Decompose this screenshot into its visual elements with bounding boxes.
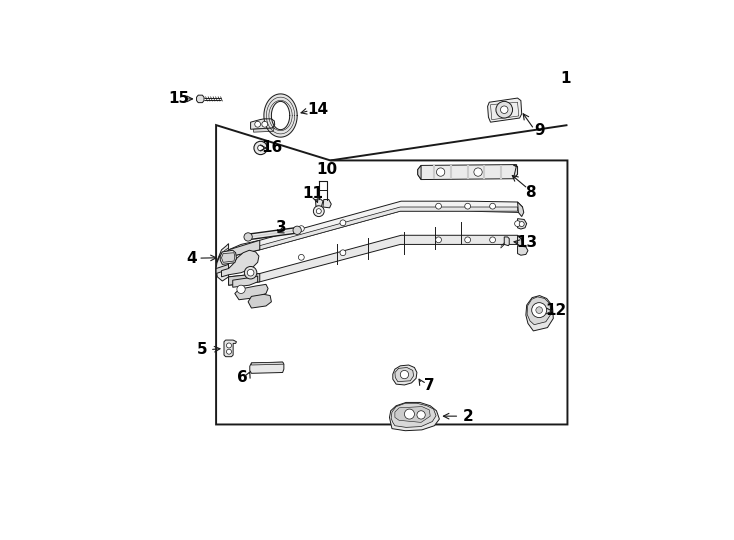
Polygon shape bbox=[395, 368, 413, 382]
Circle shape bbox=[313, 206, 324, 217]
Polygon shape bbox=[220, 250, 236, 265]
Text: 8: 8 bbox=[525, 185, 535, 200]
Circle shape bbox=[340, 220, 346, 226]
Circle shape bbox=[237, 285, 245, 293]
Polygon shape bbox=[248, 294, 272, 308]
Text: 12: 12 bbox=[545, 303, 567, 319]
Circle shape bbox=[496, 102, 512, 118]
Circle shape bbox=[254, 141, 267, 154]
Polygon shape bbox=[513, 165, 517, 179]
Polygon shape bbox=[222, 253, 235, 262]
Circle shape bbox=[501, 106, 508, 113]
Circle shape bbox=[536, 307, 542, 313]
Text: 16: 16 bbox=[261, 140, 283, 156]
Circle shape bbox=[465, 203, 470, 209]
Polygon shape bbox=[228, 240, 260, 257]
Circle shape bbox=[515, 221, 520, 227]
Polygon shape bbox=[487, 98, 522, 122]
Polygon shape bbox=[517, 202, 524, 217]
Text: 1: 1 bbox=[560, 71, 570, 86]
Polygon shape bbox=[390, 402, 440, 431]
Polygon shape bbox=[393, 365, 417, 385]
Text: 9: 9 bbox=[534, 123, 545, 138]
Polygon shape bbox=[395, 407, 430, 422]
Text: 5: 5 bbox=[197, 342, 208, 357]
Polygon shape bbox=[517, 219, 527, 229]
Polygon shape bbox=[233, 276, 258, 287]
Circle shape bbox=[465, 237, 470, 243]
Text: 15: 15 bbox=[168, 91, 189, 106]
Polygon shape bbox=[224, 340, 236, 357]
Polygon shape bbox=[222, 250, 259, 277]
Circle shape bbox=[437, 168, 445, 176]
Circle shape bbox=[404, 409, 415, 419]
Polygon shape bbox=[252, 362, 284, 365]
Circle shape bbox=[436, 237, 441, 243]
Polygon shape bbox=[260, 207, 517, 250]
Polygon shape bbox=[235, 285, 268, 300]
Polygon shape bbox=[517, 235, 523, 248]
Polygon shape bbox=[418, 165, 517, 180]
Polygon shape bbox=[216, 265, 228, 274]
Text: 13: 13 bbox=[517, 235, 538, 250]
Polygon shape bbox=[197, 95, 204, 103]
Circle shape bbox=[490, 237, 495, 243]
Circle shape bbox=[340, 250, 346, 255]
Text: 14: 14 bbox=[308, 102, 329, 117]
Circle shape bbox=[519, 221, 524, 227]
Circle shape bbox=[436, 203, 441, 209]
Polygon shape bbox=[316, 199, 323, 207]
Polygon shape bbox=[250, 362, 284, 373]
Circle shape bbox=[255, 122, 261, 127]
Circle shape bbox=[299, 226, 304, 232]
Polygon shape bbox=[391, 403, 436, 427]
Circle shape bbox=[299, 254, 304, 260]
Polygon shape bbox=[217, 248, 228, 262]
Polygon shape bbox=[228, 201, 523, 257]
Text: 10: 10 bbox=[316, 162, 338, 177]
Circle shape bbox=[293, 226, 302, 234]
Polygon shape bbox=[527, 297, 550, 325]
Polygon shape bbox=[517, 246, 528, 255]
Text: 6: 6 bbox=[237, 370, 247, 385]
Polygon shape bbox=[253, 128, 275, 132]
Polygon shape bbox=[264, 94, 297, 137]
Text: 11: 11 bbox=[302, 186, 324, 201]
Circle shape bbox=[244, 266, 257, 279]
Text: 4: 4 bbox=[186, 251, 197, 266]
Polygon shape bbox=[323, 199, 331, 208]
Circle shape bbox=[247, 269, 254, 276]
Circle shape bbox=[531, 302, 547, 318]
Circle shape bbox=[400, 370, 409, 379]
Text: 7: 7 bbox=[424, 379, 435, 393]
Polygon shape bbox=[228, 274, 260, 285]
Circle shape bbox=[227, 349, 231, 354]
Circle shape bbox=[417, 411, 425, 419]
Polygon shape bbox=[418, 165, 421, 180]
Circle shape bbox=[262, 122, 268, 127]
Circle shape bbox=[490, 203, 495, 209]
Polygon shape bbox=[228, 235, 522, 285]
Polygon shape bbox=[526, 295, 553, 331]
Polygon shape bbox=[250, 119, 275, 129]
Polygon shape bbox=[504, 237, 509, 246]
Polygon shape bbox=[216, 244, 228, 281]
Circle shape bbox=[244, 233, 252, 241]
Text: 2: 2 bbox=[462, 409, 473, 424]
Circle shape bbox=[474, 168, 482, 176]
Circle shape bbox=[227, 343, 231, 348]
Text: 3: 3 bbox=[276, 220, 287, 235]
Circle shape bbox=[316, 208, 321, 214]
Circle shape bbox=[258, 145, 264, 151]
